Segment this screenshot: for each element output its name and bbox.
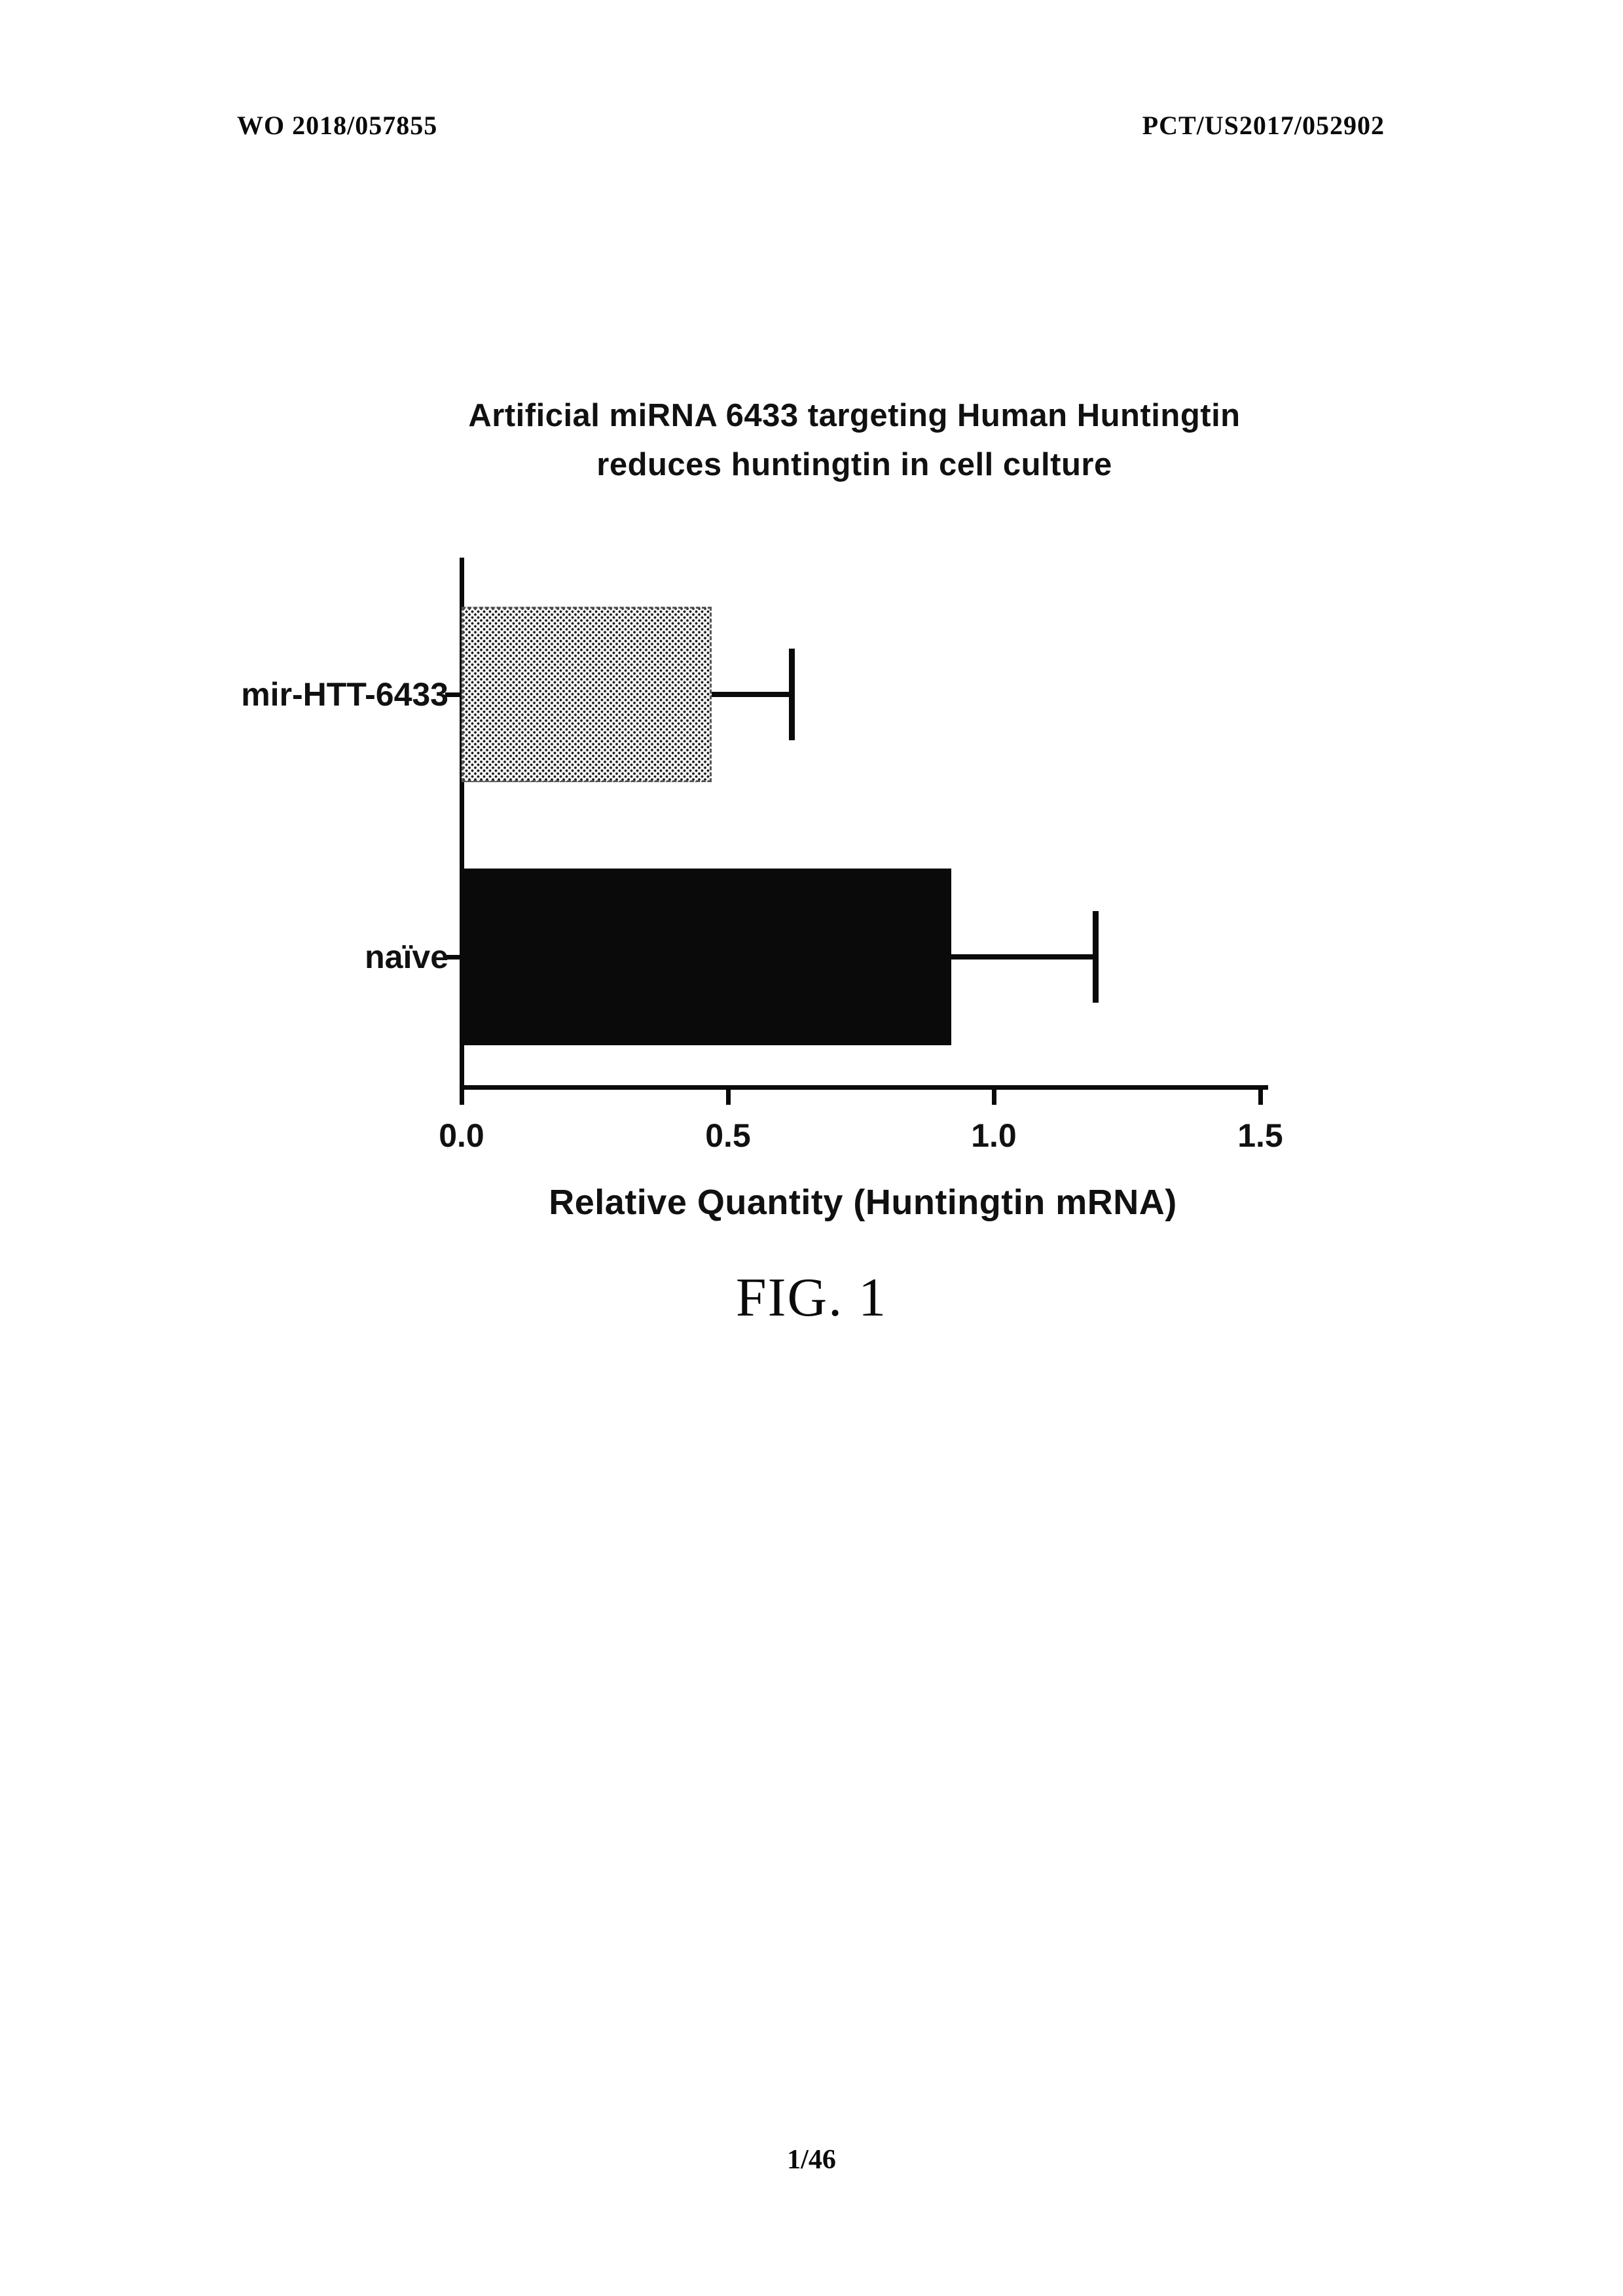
x-axis-tick-labels: 0.0 0.5 1.0 1.5 — [439, 1117, 1283, 1158]
error-bar-cap — [789, 649, 795, 740]
chart-title-line-1: Artificial miRNA 6433 targeting Human Hu… — [468, 398, 1241, 433]
y-axis-line — [460, 558, 464, 1090]
x-axis-line — [460, 1085, 1268, 1090]
x-axis-tick — [992, 1088, 996, 1105]
bar-row-naive — [445, 869, 1260, 1045]
x-axis-tick-label: 1.0 — [971, 1117, 1017, 1154]
category-label-mir-htt-6433: mir-HTT-6433 — [241, 676, 448, 713]
category-tick — [445, 692, 462, 697]
figure-caption: FIG. 1 — [735, 1267, 888, 1328]
bar-mir-htt-6433 — [462, 607, 712, 782]
bar-naive — [462, 869, 951, 1045]
x-axis-tick — [460, 1088, 464, 1105]
error-bar-line — [951, 954, 1095, 960]
application-number: PCT/US2017/052902 — [1142, 111, 1385, 140]
x-axis-tick — [1258, 1088, 1263, 1105]
error-bar-cap — [1093, 911, 1099, 1003]
sheet-number: 1/46 — [787, 2145, 836, 2175]
chart-title-line-2: reduces huntingtin in cell culture — [596, 447, 1112, 482]
category-tick — [445, 955, 462, 960]
category-label-naive: naïve — [365, 939, 448, 975]
x-axis-tick-label: 1.5 — [1237, 1117, 1283, 1154]
x-axis-tick-label: 0.5 — [705, 1117, 751, 1154]
error-bar-line — [712, 692, 792, 697]
x-axis-ticks — [460, 1088, 1271, 1108]
x-axis-tick — [726, 1088, 731, 1105]
chart-title: Artificial miRNA 6433 targeting Human Hu… — [354, 391, 1355, 490]
bar-row-mir-htt-6433 — [445, 607, 1260, 782]
publication-number: WO 2018/057855 — [237, 111, 438, 140]
x-axis-title: Relative Quantity (Huntingtin mRNA) — [549, 1183, 1177, 1222]
x-axis-tick-label: 0.0 — [439, 1117, 484, 1154]
